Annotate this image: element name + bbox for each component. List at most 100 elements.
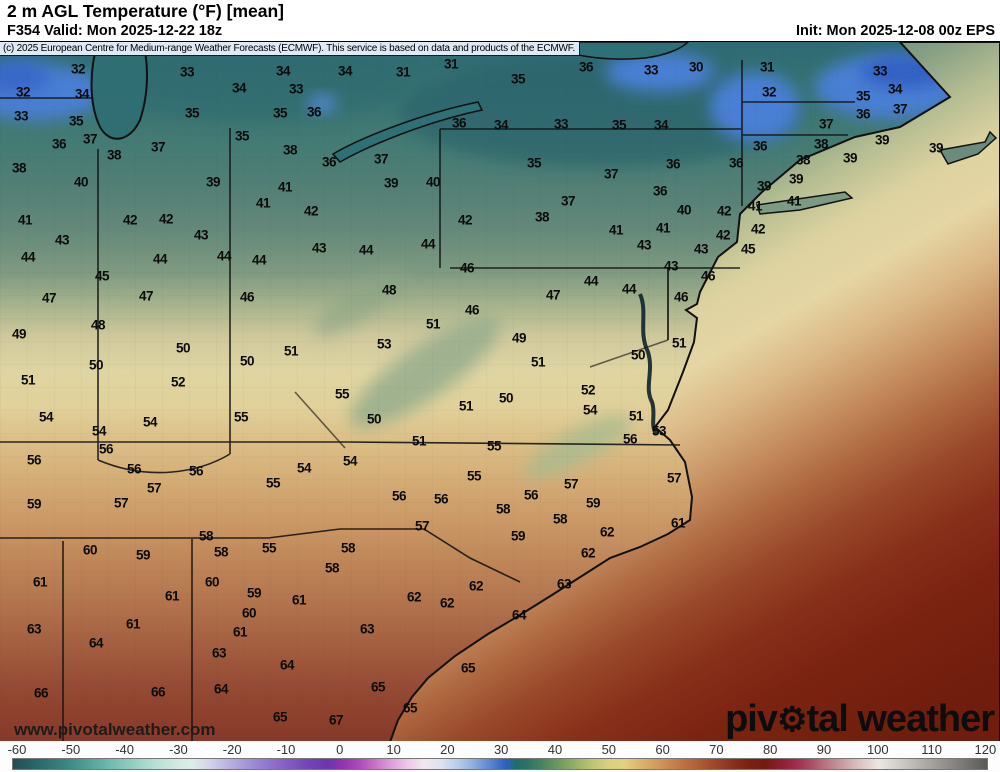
temp-label: 65 — [370, 679, 386, 695]
temp-label: 39 — [756, 178, 772, 194]
scale-tick-label: -60 — [7, 742, 27, 757]
temp-label: 50 — [239, 353, 255, 369]
temp-label: 41 — [786, 193, 802, 209]
temp-label: 36 — [728, 155, 744, 171]
temp-label: 51 — [628, 408, 644, 424]
temp-label: 43 — [54, 232, 70, 248]
temp-label: 36 — [652, 183, 668, 199]
temp-label: 44 — [583, 273, 599, 289]
temp-label: 37 — [603, 166, 619, 182]
scale-tick-label: 60 — [655, 742, 670, 757]
temp-label: 65 — [402, 700, 418, 716]
map-canvas[interactable]: (c) 2025 European Centre for Medium-rang… — [0, 41, 1000, 741]
temp-label: 32 — [15, 84, 31, 100]
temp-label: 55 — [486, 438, 502, 454]
scale-tick-label: 90 — [816, 742, 832, 757]
temp-label: 56 — [126, 461, 142, 477]
temp-label: 50 — [88, 357, 104, 373]
color-scale-legend: -60 -50 -40 -30 -20 -10 0 10 20 30 40 50 60 70 80 90 100… — [0, 741, 1000, 772]
temp-label: 46 — [700, 268, 716, 284]
temp-label: 48 — [381, 282, 397, 298]
temp-label: 41 — [608, 222, 624, 238]
temp-label: 38 — [11, 160, 27, 176]
pivotal-weather-logo: piv⚙tal weather — [725, 698, 995, 741]
temp-label: 58 — [213, 544, 229, 560]
temp-label: 52 — [170, 374, 186, 390]
temp-label: 57 — [414, 518, 430, 534]
lake-michigan — [90, 42, 148, 140]
temp-label: 64 — [279, 657, 295, 673]
temp-label: 61 — [32, 574, 48, 590]
temp-label: 61 — [125, 616, 141, 632]
temp-label: 65 — [460, 660, 476, 676]
scale-tick-label: 80 — [762, 742, 778, 757]
temp-label: 46 — [239, 289, 255, 305]
temp-label: 36 — [451, 115, 467, 131]
temp-label: 50 — [366, 411, 382, 427]
temp-label: 51 — [425, 316, 441, 332]
temp-label: 37 — [818, 116, 834, 132]
cape-cod — [938, 130, 998, 165]
state-borders — [0, 60, 855, 741]
temp-label: 54 — [38, 409, 54, 425]
great-lakes — [90, 42, 690, 163]
temp-label: 44 — [152, 251, 168, 267]
temp-label: 57 — [113, 495, 129, 511]
temp-label: 61 — [232, 624, 248, 640]
temp-label: 34 — [231, 80, 247, 96]
temp-label: 37 — [82, 131, 98, 147]
temp-label: 62 — [580, 545, 596, 561]
scale-tick-label: 30 — [493, 742, 509, 757]
scale-tick-label: -50 — [61, 742, 81, 757]
temp-label: 65 — [272, 709, 288, 725]
temp-label: 64 — [511, 607, 527, 623]
temp-label: 36 — [752, 138, 768, 154]
temp-label: 53 — [651, 423, 667, 439]
temp-label: 54 — [296, 460, 312, 476]
temp-label: 55 — [466, 468, 482, 484]
page-title: 2 m AGL Temperature (°F) [mean] — [7, 1, 285, 21]
temp-label: 36 — [578, 59, 594, 75]
temp-label: 34 — [337, 63, 353, 79]
temp-label: 32 — [761, 84, 777, 100]
temp-label: 58 — [340, 540, 356, 556]
temp-label: 37 — [150, 139, 166, 155]
temp-label: 62 — [439, 595, 455, 611]
temp-label: 43 — [663, 258, 679, 274]
temp-label: 42 — [457, 212, 473, 228]
temp-label: 34 — [493, 117, 509, 133]
temp-label: 50 — [175, 340, 191, 356]
scale-tick-label: 0 — [336, 742, 344, 757]
temp-label: 66 — [33, 685, 49, 701]
temp-label: 58 — [198, 528, 214, 544]
temp-label: 43 — [193, 227, 209, 243]
scale-tick-label: 10 — [386, 742, 401, 757]
temp-label: 41 — [747, 198, 763, 214]
temp-label: 35 — [68, 113, 84, 129]
temp-label: 63 — [211, 645, 227, 661]
temp-label: 44 — [358, 242, 374, 258]
temp-label: 32 — [70, 61, 86, 77]
temp-label: 36 — [855, 106, 871, 122]
scale-tick-label: -30 — [168, 742, 188, 757]
temp-label: 35 — [611, 117, 627, 133]
temperature-map-art — [0, 42, 1000, 741]
temperature-labels-layer: 32 33 34 34 31 31 35 36 33 30 31 33 32 34 34 33 32 34 35 33… — [0, 42, 1000, 741]
temp-label: 66 — [150, 684, 166, 700]
temp-label: 44 — [420, 236, 436, 252]
temp-label: 37 — [892, 101, 908, 117]
temp-label: 42 — [716, 203, 732, 219]
temp-label: 56 — [98, 441, 114, 457]
temp-label: 39 — [928, 140, 944, 156]
temp-label: 42 — [750, 221, 766, 237]
temp-label: 33 — [872, 63, 888, 79]
init-time-label: Init: Mon 2025-12-08 00z EPS — [795, 23, 995, 39]
temp-label: 62 — [406, 589, 422, 605]
temp-label: 38 — [813, 136, 829, 152]
chesapeake-bay — [638, 293, 658, 436]
scale-tick-row: -60 -50 -40 -30 -20 -10 0 10 20 30 40 50 60 70 80 90 100… — [0, 741, 1000, 757]
temp-label: 31 — [759, 59, 775, 75]
temp-label: 49 — [511, 330, 527, 346]
atlantic-ocean — [389, 42, 1000, 741]
temp-label: 56 — [622, 431, 638, 447]
